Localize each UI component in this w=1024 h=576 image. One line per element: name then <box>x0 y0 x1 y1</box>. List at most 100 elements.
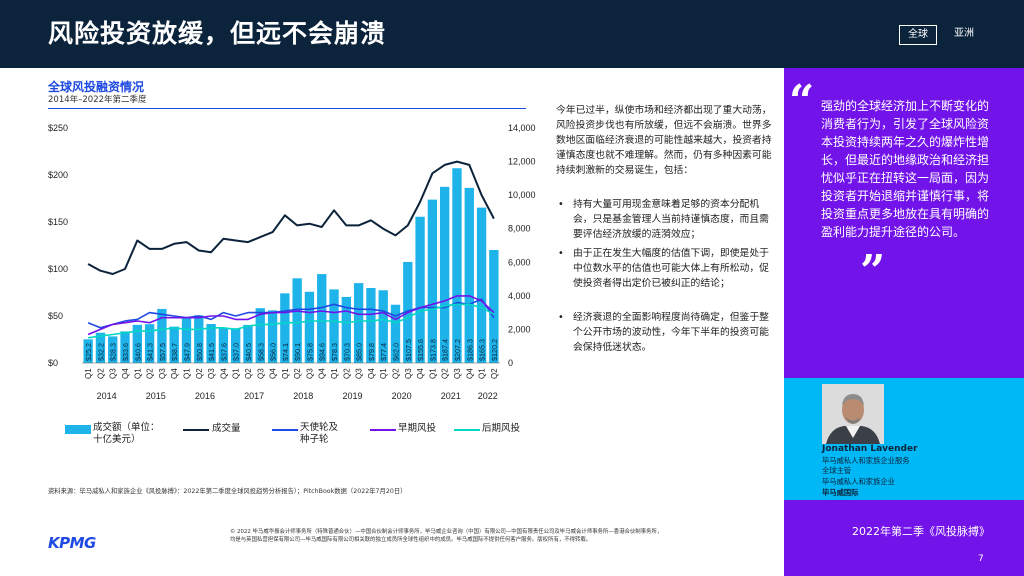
right-tick-label: 14,000 <box>508 123 536 133</box>
legend-angel-label-2: 种子轮 <box>300 434 329 445</box>
chart-bar <box>280 293 290 363</box>
year-label: 2019 <box>342 391 362 401</box>
bar-value-label: $28.3 <box>109 343 118 361</box>
open-quote-icon: “ <box>789 76 815 127</box>
x-tick-label: Q3 <box>109 368 118 379</box>
bar-value-label: $38.7 <box>170 343 179 361</box>
bar-value-label: $33.6 <box>121 343 130 361</box>
bar-value-label: $37.0 <box>232 343 241 361</box>
x-tick-label: Q3 <box>305 368 314 379</box>
x-tick-label: Q4 <box>170 368 179 379</box>
chart-bar <box>95 332 106 363</box>
header-bar: 风险投资放缓，但远不会崩溃 全球 亚洲 <box>0 0 1024 68</box>
x-tick-label: Q1 <box>379 368 388 379</box>
chart-bar <box>452 168 462 363</box>
year-label: 2020 <box>392 391 412 401</box>
chart-bar <box>366 287 376 363</box>
bar-value-label: $165.3 <box>478 339 487 361</box>
x-tick-label: Q1 <box>478 368 487 379</box>
chart-bar <box>231 328 241 363</box>
chart-bar <box>292 278 302 363</box>
x-tick-label: Q1 <box>84 368 93 379</box>
intro-text: 今年已过半，纵使市场和经济都出现了重大动荡，风险投资步伐也有所放缓，但远不会崩溃… <box>556 105 772 176</box>
bar-value-label: $58.3 <box>256 343 265 361</box>
bar-value-label: $56.0 <box>269 343 278 361</box>
legend-angel-swatch <box>272 429 298 431</box>
x-tick-label: Q2 <box>441 368 450 379</box>
chart-bar <box>329 289 339 363</box>
x-tick-label: Q4 <box>219 368 228 379</box>
x-tick-label: Q4 <box>269 368 278 379</box>
x-tick-label: Q4 <box>416 368 425 379</box>
legend-volume-swatch <box>183 429 209 431</box>
x-tick-label: Q3 <box>453 368 462 379</box>
bar-value-label: $107.5 <box>404 339 413 361</box>
x-tick-label: Q1 <box>281 368 290 379</box>
x-tick-label: Q4 <box>121 368 130 379</box>
right-tick-label: 4,000 <box>508 291 531 301</box>
chart-bar <box>206 323 216 363</box>
chart-bar <box>83 339 93 363</box>
bullet-dot: • <box>558 312 564 323</box>
x-tick-label: Q3 <box>158 368 167 379</box>
bar-value-label: $57.5 <box>158 343 167 361</box>
page-title: 风险投资放缓，但远不会崩溃 <box>48 19 387 48</box>
footer-line-1: © 2022 毕马威华振会计师事务所（特殊普通合伙）—中国合伙制会计师事务所，毕… <box>230 529 663 535</box>
bar-value-label: $75.8 <box>305 343 314 361</box>
footer-legal: © 2022 毕马威华振会计师事务所（特殊普通合伙）—中国合伙制会计师事务所，毕… <box>230 528 750 544</box>
legend-early-label: 早期风投 <box>398 423 437 434</box>
angel-seed-line <box>87 298 495 329</box>
legend-volume-label: 成交量 <box>212 423 241 434</box>
chart-bar <box>194 315 204 363</box>
x-tick-label: Q3 <box>256 368 265 379</box>
bar-value-label: $50.8 <box>195 343 204 361</box>
x-tick-label: Q3 <box>404 368 413 379</box>
chart-bar <box>267 310 278 363</box>
year-label: 2015 <box>146 391 166 401</box>
report-panel <box>784 500 1024 576</box>
x-tick-label: Q1 <box>232 368 241 379</box>
left-tick-label: $0 <box>48 358 58 368</box>
x-tick-label: Q1 <box>330 368 339 379</box>
bullet-dot: • <box>558 248 564 259</box>
chart-bar <box>378 290 388 363</box>
x-tick-label: Q2 <box>96 368 105 379</box>
volume-line <box>87 160 495 275</box>
bar-value-label: $207.2 <box>453 339 462 361</box>
chart-bar <box>476 207 487 363</box>
tab-global[interactable]: 全球 <box>899 25 937 45</box>
right-tick-label: 12,000 <box>508 157 536 167</box>
x-tick-label: Q1 <box>428 368 437 379</box>
chart-bar <box>243 324 253 363</box>
title-rule <box>48 108 526 109</box>
bar-value-label: $77.4 <box>379 343 388 361</box>
late-vc-line <box>87 303 495 339</box>
x-tick-label: Q1 <box>133 368 142 379</box>
chart-bar <box>181 317 192 363</box>
bar-value-label: $78.3 <box>330 343 339 361</box>
right-tick-label: 0 <box>508 358 513 368</box>
close-quote-icon: ” <box>860 246 886 297</box>
author-org: 毕马威国际 <box>822 488 859 497</box>
bar-value-label: $79.8 <box>367 343 376 361</box>
x-tick-label: Q3 <box>355 368 364 379</box>
source-note: 资料来源：毕马威私人和家族企业《风投脉搏》：2022年第二季度全球风投趋势分析报… <box>48 488 407 495</box>
quote-panel <box>784 68 1024 378</box>
x-tick-label: Q4 <box>465 368 474 379</box>
tab-asia[interactable]: 亚洲 <box>954 28 974 39</box>
bar-value-label: $41.5 <box>207 343 216 361</box>
bar-value-label: $155.6 <box>416 339 425 361</box>
chart-bar <box>255 308 265 363</box>
bar-value-label: $40.6 <box>133 343 142 361</box>
legend-bars-label-1: 成交额（单位： <box>93 422 160 433</box>
bar-value-label: $187.4 <box>441 339 450 361</box>
bar-value-label: $85.0 <box>355 343 364 361</box>
bar-value-label: $37.6 <box>219 343 228 361</box>
x-tick-label: Q3 <box>207 368 216 379</box>
chart-bar <box>489 250 499 363</box>
bar-value-label: $62.0 <box>392 343 401 361</box>
bar-value-label: $90.1 <box>293 343 302 361</box>
legend-late-swatch <box>454 429 480 431</box>
kpmg-logo: KPMG <box>48 534 96 552</box>
x-tick-label: Q2 <box>293 368 302 379</box>
